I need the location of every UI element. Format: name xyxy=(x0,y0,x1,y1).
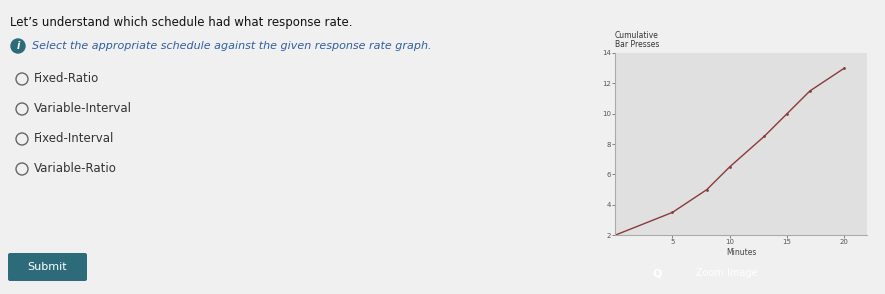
Text: Zoom Image: Zoom Image xyxy=(696,268,758,278)
Text: Bar Presses: Bar Presses xyxy=(615,39,659,49)
Text: Select the appropriate schedule against the given response rate graph.: Select the appropriate schedule against … xyxy=(32,41,432,51)
Text: i: i xyxy=(16,41,19,51)
FancyBboxPatch shape xyxy=(8,253,87,281)
X-axis label: Minutes: Minutes xyxy=(726,248,757,257)
Text: Fixed-Ratio: Fixed-Ratio xyxy=(34,73,99,86)
Text: Submit: Submit xyxy=(27,262,66,272)
Text: Cumulative: Cumulative xyxy=(615,31,659,40)
Text: Variable-Interval: Variable-Interval xyxy=(34,103,132,116)
Text: Let’s understand which schedule had what response rate.: Let’s understand which schedule had what… xyxy=(10,16,352,29)
Circle shape xyxy=(11,39,25,53)
Text: Variable-Ratio: Variable-Ratio xyxy=(34,163,117,176)
Text: Fixed-Interval: Fixed-Interval xyxy=(34,133,114,146)
Text: Q: Q xyxy=(652,268,662,278)
